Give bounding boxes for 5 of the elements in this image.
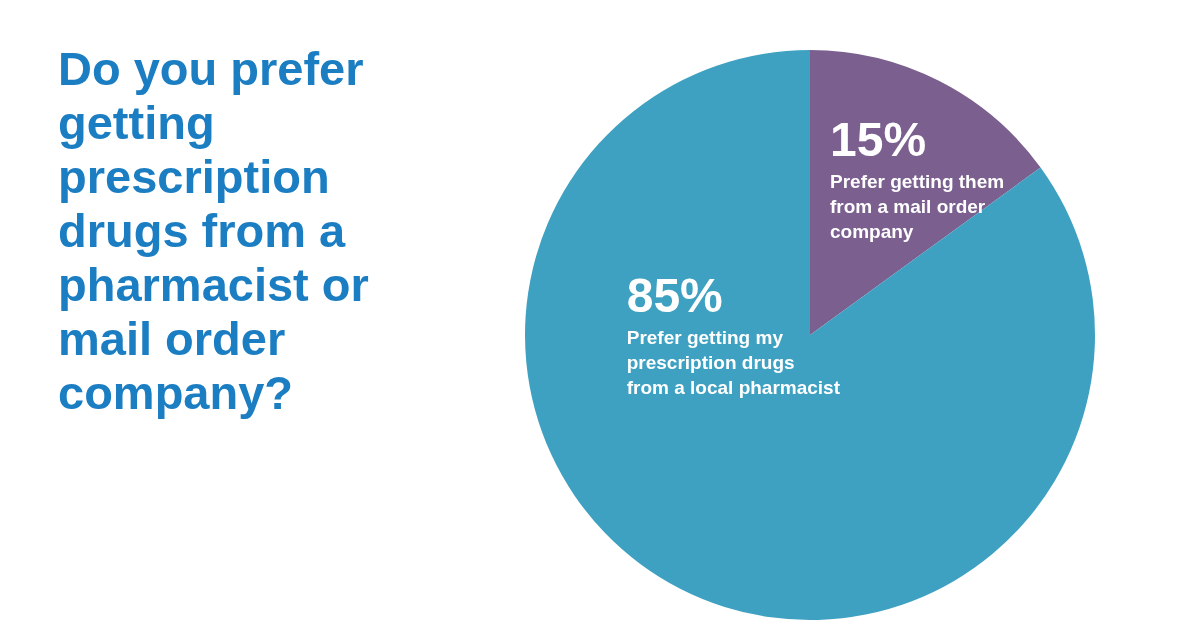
text: Do you prefer getting prescription drugs from a pharmacist or mail order company? xyxy=(58,42,370,420)
data-label: 15% xyxy=(830,113,927,167)
slice-label: Prefer getting my prescription drugs from a local pharmacist xyxy=(626,326,841,398)
slice-label: Prefer getting them from a mail order company xyxy=(830,170,1005,242)
data-label: 85% xyxy=(626,269,723,323)
